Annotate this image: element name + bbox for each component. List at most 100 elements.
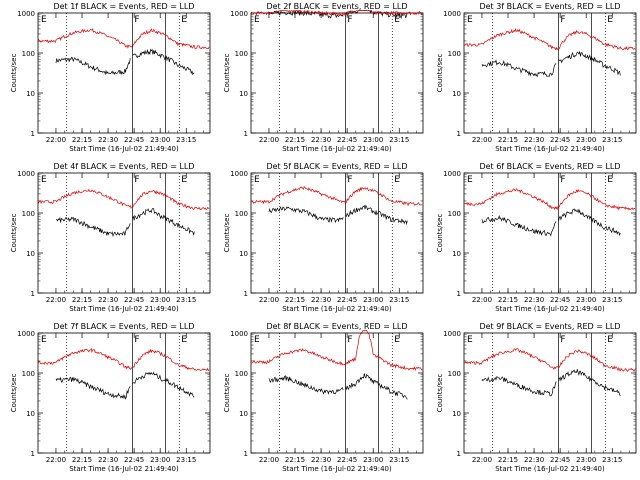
- x-tick-label: 23:00: [576, 296, 596, 304]
- y-tick-label: 10: [452, 90, 461, 98]
- marker-label: F: [347, 175, 352, 185]
- marker-label: E: [607, 175, 613, 185]
- lld-series-line: [250, 186, 423, 207]
- marker-label: F: [560, 175, 565, 185]
- x-tick-label: 23:00: [150, 296, 170, 304]
- x-tick-label: 22:45: [124, 136, 144, 144]
- marker-label: F: [134, 335, 139, 345]
- y-axis-label: Counts/sec: [223, 54, 231, 93]
- x-tick-label: 22:00: [472, 136, 492, 144]
- x-tick-label: 23:15: [389, 136, 409, 144]
- x-tick-label: 23:15: [176, 456, 196, 464]
- x-tick-label: 23:15: [602, 136, 622, 144]
- chart-title: Det 4f BLACK = Events, RED = LLD: [53, 162, 194, 171]
- y-tick-label: 100: [235, 370, 248, 378]
- x-tick-label: 22:15: [285, 456, 305, 464]
- lld-series-line: [251, 330, 423, 372]
- plot-frame: [463, 172, 637, 294]
- marker-label: F: [134, 15, 139, 25]
- plot-frame: [37, 12, 211, 134]
- plot-frame: [250, 12, 424, 134]
- marker-label: E: [607, 15, 613, 25]
- x-tick-label: 22:45: [550, 136, 570, 144]
- plot-frame: [250, 332, 424, 454]
- x-axis-label: Start Time (16-Jul-02 21:49:40): [69, 305, 179, 313]
- marker-label: E: [254, 175, 260, 185]
- x-tick-label: 23:15: [602, 456, 622, 464]
- x-tick-label: 22:45: [337, 456, 357, 464]
- y-tick-label: 1: [457, 290, 461, 298]
- y-tick-label: 1000: [17, 10, 35, 18]
- lld-series-line: [463, 348, 636, 372]
- chart-title: Det 9f BLACK = Events, RED = LLD: [479, 322, 620, 331]
- y-tick-label: 10: [26, 250, 35, 258]
- y-tick-label: 100: [22, 370, 35, 378]
- marker-label: E: [467, 15, 473, 25]
- x-tick-label: 23:00: [576, 136, 596, 144]
- y-tick-label: 1: [31, 290, 35, 298]
- marker-label: F: [560, 335, 565, 345]
- events-series-line: [268, 373, 408, 400]
- y-tick-label: 1: [31, 130, 35, 138]
- chart-panel-5: Det 5f BLACK = Events, RED = LLD 1 10 100 10…: [223, 162, 424, 313]
- x-tick-label: 22:45: [550, 456, 570, 464]
- x-tick-label: 22:00: [472, 296, 492, 304]
- marker-label: E: [181, 335, 187, 345]
- x-tick-label: 23:00: [576, 456, 596, 464]
- x-tick-label: 23:15: [389, 456, 409, 464]
- y-axis-label: Counts/sec: [10, 54, 18, 93]
- x-tick-label: 23:15: [602, 296, 622, 304]
- x-tick-label: 22:30: [524, 296, 544, 304]
- marker-label: E: [607, 335, 613, 345]
- y-tick-label: 1000: [17, 170, 35, 178]
- x-tick-label: 22:15: [285, 136, 305, 144]
- x-tick-label: 22:00: [259, 456, 279, 464]
- chart-title: Det 6f BLACK = Events, RED = LLD: [479, 162, 620, 171]
- x-tick-label: 22:45: [337, 296, 357, 304]
- marker-label: E: [394, 175, 400, 185]
- x-axis-label: Start Time (16-Jul-02 21:49:40): [495, 305, 605, 313]
- y-tick-label: 100: [448, 370, 461, 378]
- marker-label: E: [181, 15, 187, 25]
- x-tick-label: 22:30: [524, 136, 544, 144]
- x-axis-label: Start Time (16-Jul-02 21:49:40): [69, 145, 179, 153]
- lld-series-line: [37, 347, 210, 372]
- x-tick-label: 22:30: [98, 136, 118, 144]
- events-series-line: [55, 207, 195, 237]
- lld-series-line: [463, 28, 636, 51]
- chart-title: Det 5f BLACK = Events, RED = LLD: [266, 162, 407, 171]
- y-axis-label: Counts/sec: [10, 374, 18, 413]
- y-tick-label: 1: [244, 450, 248, 458]
- marker-label: E: [254, 335, 260, 345]
- x-tick-label: 22:15: [285, 296, 305, 304]
- events-series-line: [268, 204, 408, 225]
- x-tick-label: 22:00: [46, 456, 66, 464]
- y-tick-label: 10: [239, 90, 248, 98]
- x-tick-label: 22:15: [498, 456, 518, 464]
- events-series-line: [55, 371, 195, 400]
- y-tick-label: 100: [448, 50, 461, 58]
- y-tick-label: 100: [22, 50, 35, 58]
- y-tick-label: 1000: [443, 10, 461, 18]
- x-tick-label: 22:15: [72, 296, 92, 304]
- x-tick-label: 22:30: [311, 296, 331, 304]
- y-tick-label: 10: [26, 90, 35, 98]
- marker-label: E: [41, 15, 47, 25]
- chart-title: Det 8f BLACK = Events, RED = LLD: [266, 322, 407, 331]
- marker-label: E: [394, 335, 400, 345]
- x-tick-label: 23:00: [150, 136, 170, 144]
- x-tick-label: 22:45: [550, 296, 570, 304]
- marker-label: E: [41, 335, 47, 345]
- y-axis-label: Counts/sec: [436, 374, 444, 413]
- y-tick-label: 100: [22, 210, 35, 218]
- chart-panel-3: Det 3f BLACK = Events, RED = LLD 1 10 100 10…: [436, 2, 637, 153]
- x-tick-label: 22:30: [98, 296, 118, 304]
- x-axis-label: Start Time (16-Jul-02 21:49:40): [282, 145, 392, 153]
- y-axis-label: Counts/sec: [223, 214, 231, 253]
- plot-frame: [463, 12, 637, 134]
- x-tick-label: 22:00: [472, 456, 492, 464]
- x-tick-label: 22:00: [259, 136, 279, 144]
- y-axis-label: Counts/sec: [10, 214, 18, 253]
- y-tick-label: 1000: [443, 330, 461, 338]
